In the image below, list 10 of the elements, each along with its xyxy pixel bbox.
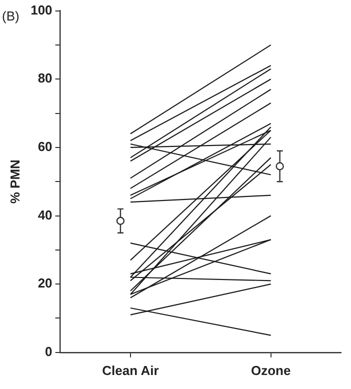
y-tick-label: 20 [38, 276, 52, 291]
text: (B) [2, 8, 20, 24]
y-tick-label: 0 [45, 344, 52, 359]
y-tick-label: 100 [30, 2, 52, 18]
x-tick-label: Clean Air [102, 362, 159, 378]
y-tick-label: 40 [38, 207, 52, 222]
x-tick-label: Ozone [250, 362, 291, 378]
y-tick-label: 80 [38, 70, 52, 86]
y-axis-title: % PMN [7, 160, 22, 204]
y-tick-label: 60 [38, 139, 52, 154]
